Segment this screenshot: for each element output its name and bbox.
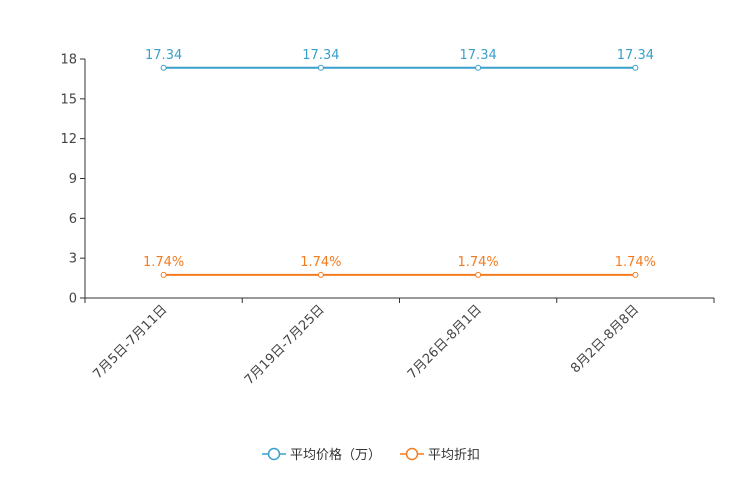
data-label: 17.34 xyxy=(617,48,654,63)
y-tick-label: 0 xyxy=(69,292,77,307)
legend-label: 平均折扣 xyxy=(428,448,480,463)
x-category-label: 8月2日-8月8日 xyxy=(568,302,642,376)
y-tick-label: 9 xyxy=(69,172,77,187)
data-point[interactable] xyxy=(317,271,324,278)
data-point[interactable] xyxy=(475,64,482,71)
data-label: 1.74% xyxy=(457,255,498,270)
legend-marker-icon xyxy=(405,447,419,461)
data-point[interactable] xyxy=(160,271,167,278)
data-label: 1.74% xyxy=(615,255,656,270)
legend-label: 平均价格（万） xyxy=(290,447,381,463)
data-label: 1.74% xyxy=(143,255,184,270)
data-label: 17.34 xyxy=(460,48,497,63)
y-tick-label: 15 xyxy=(60,92,77,107)
data-point[interactable] xyxy=(632,64,639,71)
legend-marker-icon xyxy=(267,447,281,461)
data-label: 17.34 xyxy=(302,48,339,63)
series-1: 17.34 17.34 17.34 17.34 xyxy=(145,48,654,71)
data-point[interactable] xyxy=(160,64,167,71)
x-category-label: 7月19日-7月25日 xyxy=(242,302,328,388)
y-tick-label: 3 xyxy=(69,252,77,267)
legend[interactable]: 平均价格（万） 平均折扣 xyxy=(262,447,480,463)
data-point[interactable] xyxy=(632,271,639,278)
axes: 0 3 6 9 12 15 18 7月5日-7月11日 7月19日-7月25日 7月26日-8月1… xyxy=(60,53,715,388)
y-tick-label: 12 xyxy=(60,132,77,147)
data-point[interactable] xyxy=(317,64,324,71)
data-point[interactable] xyxy=(475,271,482,278)
y-tick-label: 6 xyxy=(69,212,77,227)
x-category-label: 7月26日-8月1日 xyxy=(405,302,485,382)
series-2: 1.74% 1.74% 1.74% 1.74% xyxy=(143,255,656,278)
series-layer: 17.34 17.34 17.34 17.34 1.74% 1.74% 1.74% 1.74% xyxy=(143,48,656,278)
data-label: 17.34 xyxy=(145,48,182,63)
data-label: 1.74% xyxy=(300,255,341,270)
x-category-label: 7月5日-7月11日 xyxy=(91,302,171,382)
y-tick-label: 18 xyxy=(60,53,77,68)
legend-item-1[interactable]: 平均价格（万） xyxy=(262,447,381,463)
legend-item-2[interactable]: 平均折扣 xyxy=(400,447,480,463)
